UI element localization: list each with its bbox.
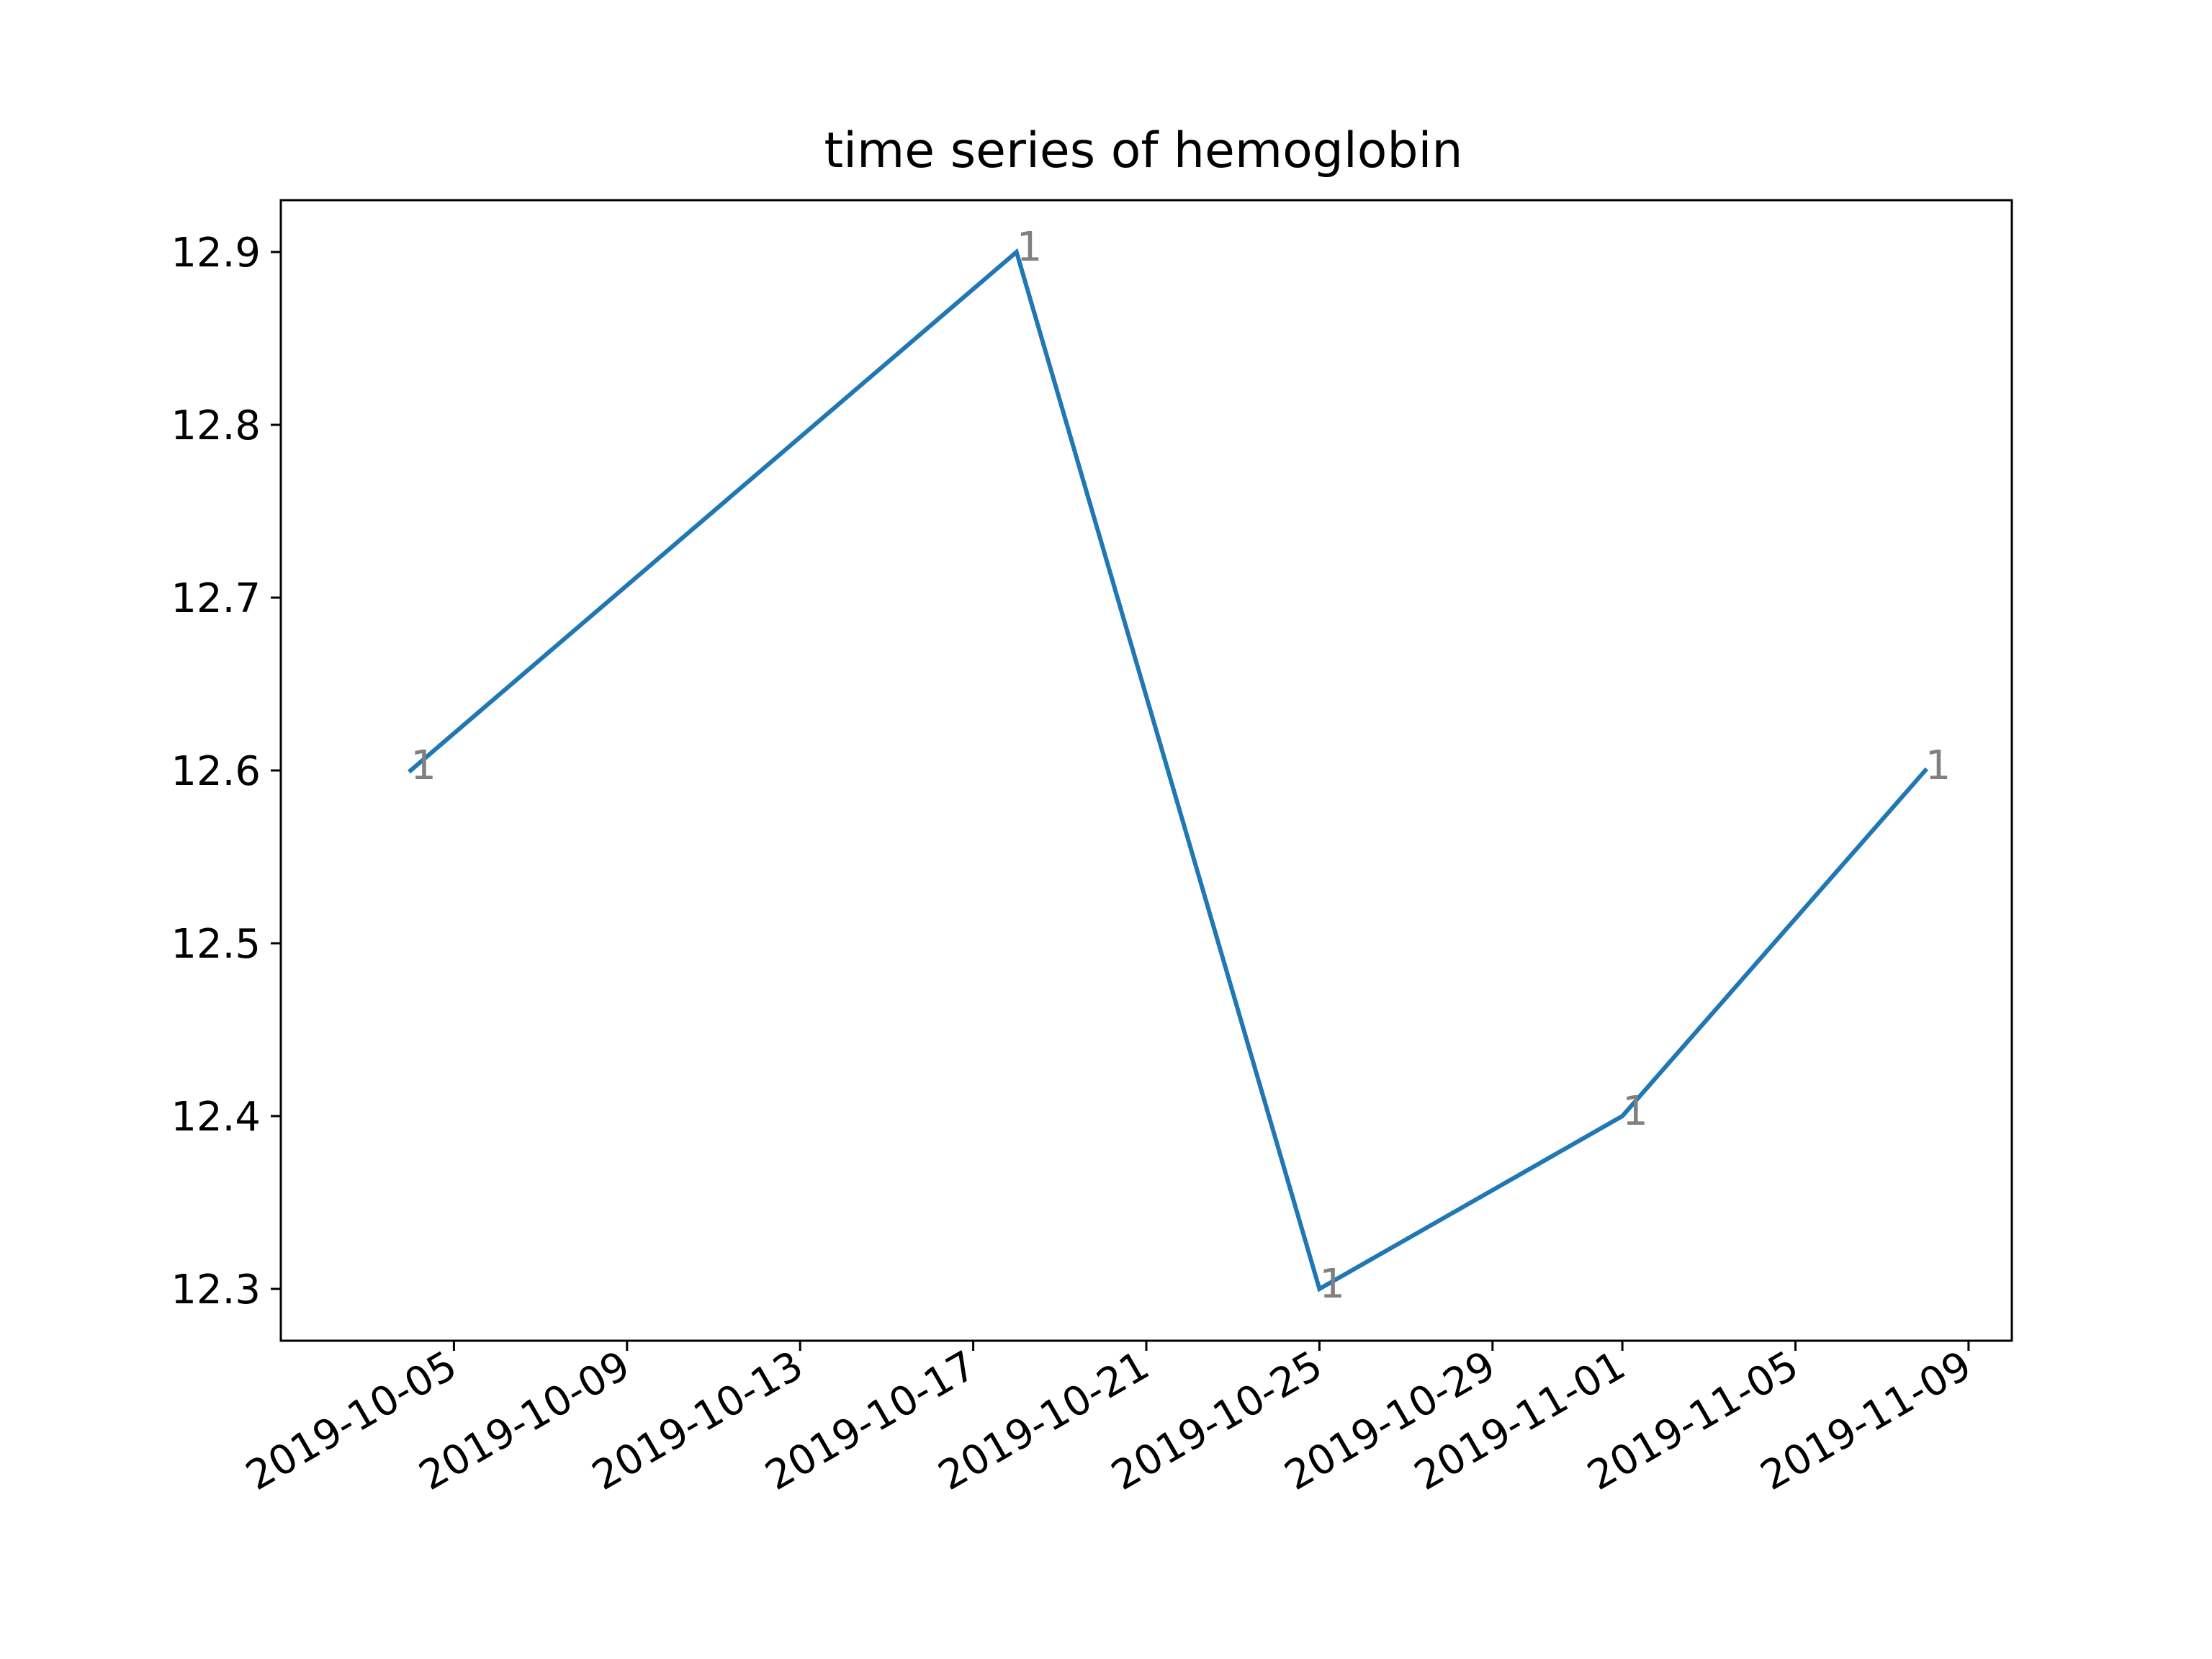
- y-tick-label: 12.9: [171, 230, 261, 276]
- y-tick-label: 12.8: [171, 403, 261, 449]
- data-label: 1: [1319, 1261, 1345, 1308]
- y-axis: 12.3 12.4 12.5 12.6 12.7 12.8 12.9: [171, 230, 281, 1313]
- y-tick-label: 12.3: [171, 1267, 261, 1313]
- plot-area: 1 1 1 1 1: [408, 224, 1951, 1308]
- data-label: 1: [1925, 742, 1951, 789]
- data-label: 1: [1017, 224, 1043, 271]
- y-tick-label: 12.6: [171, 748, 261, 795]
- y-tick-label: 12.4: [171, 1094, 261, 1141]
- data-label: 1: [1622, 1088, 1648, 1135]
- axes-frame: [279, 199, 2013, 1342]
- data-label: 1: [410, 742, 436, 789]
- x-axis: 2019-10-052019-10-092019-10-132019-10-17…: [238, 1341, 1979, 1500]
- chart-title: time series of hemoglobin: [824, 122, 1463, 179]
- y-tick-label: 12.7: [171, 575, 261, 622]
- y-tick-label: 12.5: [171, 921, 261, 968]
- series-line: [408, 248, 1929, 1292]
